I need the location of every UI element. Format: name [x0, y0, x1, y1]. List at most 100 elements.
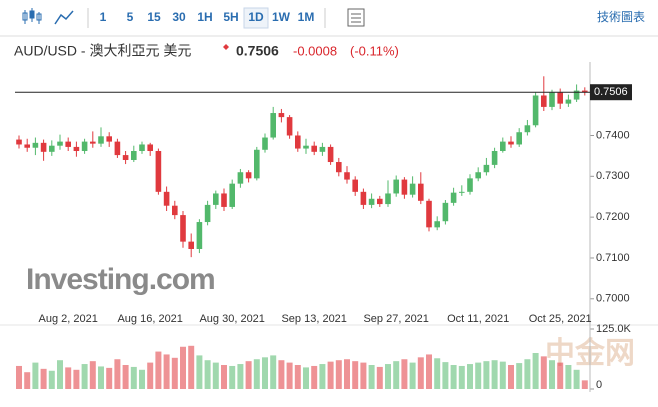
volume-bar — [98, 366, 104, 389]
candle-body — [286, 117, 293, 136]
x-tick-label: Oct 25, 2021 — [529, 313, 592, 325]
volume-bar — [65, 367, 72, 389]
change: -0.0008 — [293, 43, 337, 58]
y-tick-label: 0.7400 — [596, 129, 630, 141]
interval-button[interactable]: 1H — [197, 10, 212, 24]
volume-bar — [417, 357, 424, 389]
volume-bar — [491, 360, 498, 389]
change-pct: (-0.11%) — [350, 43, 399, 58]
volume-bar — [319, 364, 326, 389]
volume-bar — [499, 361, 506, 389]
volume-bar — [245, 361, 252, 389]
candle-body — [549, 92, 555, 107]
active-interval-box — [243, 7, 269, 29]
volume-bar — [368, 365, 375, 389]
candle-body — [409, 183, 416, 195]
y2-tick-label: 0 — [596, 379, 602, 391]
interval-button[interactable]: 30 — [172, 10, 186, 24]
candle-body — [434, 221, 440, 228]
interval-button[interactable]: 1M — [298, 10, 315, 24]
candle-body — [262, 137, 268, 150]
line-icon[interactable] — [54, 10, 74, 25]
candle-body — [16, 139, 22, 145]
candle-body — [327, 146, 334, 163]
volume-bar — [573, 369, 580, 389]
candle-body — [336, 162, 342, 173]
volume-bar — [163, 354, 170, 389]
candle-body — [213, 193, 219, 205]
candle-body — [360, 191, 367, 205]
volume-bar — [278, 360, 285, 389]
candle-body — [254, 149, 260, 179]
y-tick-label: 0.7100 — [596, 252, 630, 264]
volume-bar — [106, 367, 113, 389]
volume-bar — [40, 368, 47, 389]
candle-body — [450, 192, 457, 203]
volume-bar — [57, 360, 63, 389]
volume-bar — [409, 362, 416, 389]
candle-body — [163, 191, 170, 206]
volume-bar — [352, 361, 359, 389]
volume-bar — [458, 365, 465, 389]
volume-bar — [475, 362, 482, 389]
candle-body — [221, 193, 227, 207]
volume-bar — [565, 365, 572, 389]
interval-button[interactable]: 5H — [223, 10, 238, 24]
candle-body — [573, 90, 580, 100]
candle-body — [40, 142, 47, 152]
candle-body — [475, 172, 481, 179]
candle-body — [557, 92, 563, 104]
volume-bar — [147, 362, 154, 389]
volume-bar — [311, 365, 318, 389]
candle-body — [204, 204, 211, 223]
interval-button[interactable]: 1D — [248, 10, 264, 24]
x-tick-label: Sep 27, 2021 — [363, 313, 428, 325]
volume-bar — [508, 365, 514, 389]
candle-body — [377, 198, 383, 205]
interval-button[interactable]: 5 — [127, 10, 134, 24]
interval-button[interactable]: 1W — [272, 10, 291, 24]
candle-body — [516, 132, 522, 145]
candle-body — [32, 142, 39, 148]
down-marker — [223, 44, 229, 50]
current-price-box — [590, 84, 632, 101]
candle-icon[interactable] — [22, 8, 42, 24]
candle-body — [311, 145, 317, 152]
volume-bar — [532, 353, 539, 389]
volume-bar — [335, 360, 342, 389]
volume-bar — [294, 365, 301, 389]
volume-bar — [180, 346, 186, 389]
candle-body — [541, 95, 547, 107]
table-icon[interactable] — [347, 8, 365, 27]
candle-body — [442, 202, 449, 222]
candle-body — [508, 141, 514, 145]
price: 0.7506 — [236, 43, 279, 59]
volume-bar — [524, 359, 531, 389]
volume-bar — [450, 365, 457, 389]
volume-bar — [212, 362, 219, 389]
volume-bar — [344, 359, 350, 389]
volume-bar — [204, 360, 211, 389]
candle-body — [57, 141, 63, 146]
candle-body — [73, 146, 80, 152]
volume-bar — [188, 345, 195, 389]
candle-body — [368, 198, 375, 205]
candle-body — [319, 146, 326, 152]
candle-body — [172, 205, 178, 216]
x-tick-label: Aug 16, 2021 — [117, 313, 182, 325]
candle-body — [139, 144, 145, 152]
volume-bar — [286, 362, 293, 389]
interval-button[interactable]: 1 — [100, 10, 107, 24]
volume-bar — [24, 372, 31, 389]
volume-bar — [221, 365, 227, 389]
volume-bar — [360, 362, 367, 389]
volume-bar — [89, 361, 96, 389]
title: AUD/USD - 澳大利亞元 美元 — [14, 43, 191, 59]
interval-button[interactable]: 15 — [147, 10, 161, 24]
volume-bar — [442, 362, 449, 389]
candle-body — [24, 144, 30, 148]
volume-bar — [385, 364, 391, 389]
watermark: Investing.com — [26, 263, 215, 296]
tech-chart-link[interactable]: 技術圖表 — [597, 10, 645, 24]
volume-bar — [155, 351, 162, 389]
